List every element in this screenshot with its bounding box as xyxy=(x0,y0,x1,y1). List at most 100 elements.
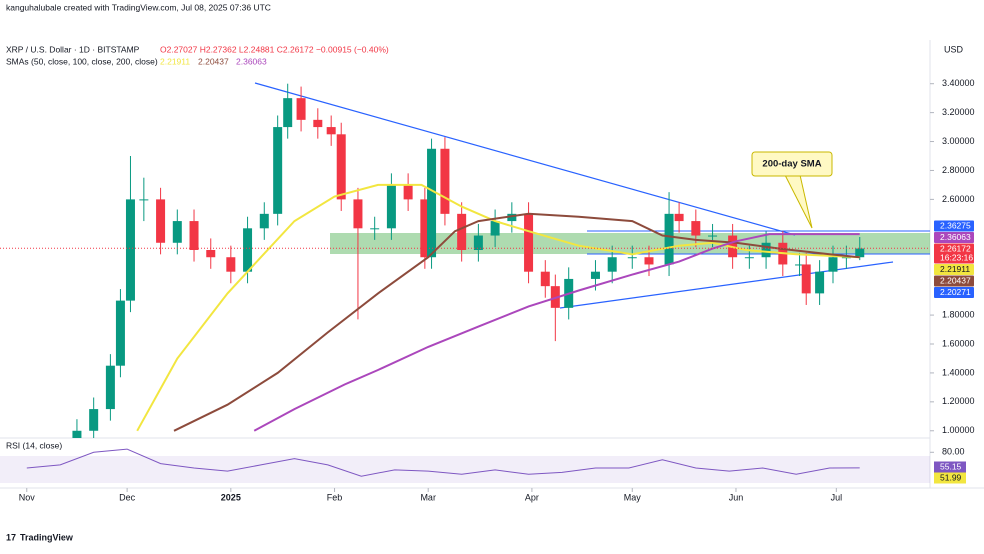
legend-value: 2.21911 xyxy=(160,56,190,66)
candle-body xyxy=(627,257,637,259)
line xyxy=(253,233,860,432)
price-label: 2.20271 xyxy=(940,287,971,297)
candle-body xyxy=(115,300,125,366)
price-label-bg xyxy=(934,287,974,298)
candle-body xyxy=(841,257,851,259)
rsi-label-bg xyxy=(934,461,966,473)
candle-body xyxy=(801,264,811,294)
currency: USD xyxy=(944,44,964,54)
candle-body xyxy=(691,221,701,236)
candle-body xyxy=(674,213,684,222)
candle-body xyxy=(744,257,754,259)
candle-body xyxy=(427,148,437,258)
candle-body xyxy=(296,98,306,120)
candle-body xyxy=(326,127,336,135)
candle-body xyxy=(172,221,182,243)
x-tick-label: May xyxy=(624,492,642,502)
sma-title: SMAs (50, close, 100, close, 200, close) xyxy=(6,56,158,66)
price-label: 2.36275 xyxy=(940,220,971,230)
symbol-title: XRP / U.S. Dollar · 1D · BITSTAMP xyxy=(6,44,140,54)
candle-body xyxy=(259,213,269,229)
candle-body xyxy=(386,184,396,229)
candle-body xyxy=(403,184,413,200)
candle-body xyxy=(370,228,380,230)
candle-body xyxy=(189,221,199,250)
x-tick-label: Nov xyxy=(19,492,36,502)
legend-value: 2.20437 xyxy=(198,56,229,66)
x-tick-label: 2025 xyxy=(221,492,241,502)
candle-body xyxy=(644,257,654,265)
x-tick-label: Apr xyxy=(525,492,539,502)
candle-body xyxy=(855,248,865,258)
x-tick-label: Jun xyxy=(729,492,744,502)
x-tick-label: Mar xyxy=(420,492,436,502)
candle-body xyxy=(273,127,283,214)
x-tick-label: Feb xyxy=(327,492,343,502)
y-tick-label: 2.60000 xyxy=(942,194,975,204)
logo-mark: 17 xyxy=(6,532,16,542)
line xyxy=(173,212,860,432)
y-tick-label: 3.40000 xyxy=(942,78,975,88)
y-tick-label: 2.80000 xyxy=(942,165,975,175)
rsi-title: RSI (14, close) xyxy=(6,440,62,450)
price-label-bg xyxy=(934,232,974,243)
candle-body xyxy=(139,199,149,201)
candle-body xyxy=(156,199,166,243)
line xyxy=(26,448,860,477)
x-tick-label: Jul xyxy=(831,492,843,502)
candle-body xyxy=(353,199,363,229)
price-label: 2.26172 xyxy=(940,243,971,253)
y-tick-label: 1.80000 xyxy=(942,309,975,319)
price-label-bg xyxy=(934,220,974,232)
candle-body xyxy=(473,235,483,250)
candle-body xyxy=(226,257,236,272)
rsi-label: 55.15 xyxy=(940,461,962,471)
callout-text: 200-day SMA xyxy=(762,159,821,170)
candle-body xyxy=(457,213,467,250)
candle-body xyxy=(664,213,674,265)
rsi-plot xyxy=(0,448,930,483)
line xyxy=(136,183,860,432)
rsi-band xyxy=(0,456,930,483)
price-label-bg xyxy=(934,243,974,264)
candle-body xyxy=(440,148,450,214)
candle-body xyxy=(524,213,534,272)
plot xyxy=(0,83,930,438)
rsi-label: 51.99 xyxy=(940,472,962,482)
price-label-bg xyxy=(934,264,974,275)
candle-body xyxy=(490,221,500,236)
trendline xyxy=(254,82,796,236)
candle-body xyxy=(336,134,346,200)
candle-body xyxy=(206,250,216,258)
rsi-label-bg xyxy=(934,472,966,484)
candle-body xyxy=(72,430,82,438)
y-tick-label: 1.20000 xyxy=(942,396,975,406)
countdown: 16:23:16 xyxy=(940,252,973,262)
candle-body xyxy=(607,257,617,272)
candle-body xyxy=(815,271,825,294)
price-label: 2.21911 xyxy=(940,264,970,274)
ohlc: O2.27027 H2.27362 L2.24881 C2.26172 −0.0… xyxy=(160,44,389,54)
candle-body xyxy=(420,199,430,258)
y-tick-label: 1.60000 xyxy=(942,338,975,348)
candle-body xyxy=(795,264,805,266)
candle-body xyxy=(540,271,550,287)
candle-body xyxy=(761,242,771,258)
logo: TradingView xyxy=(20,532,74,542)
y-tick-label: 3.20000 xyxy=(942,107,975,117)
candle-body xyxy=(283,98,293,128)
trendline xyxy=(559,261,894,309)
price-label: 2.20437 xyxy=(940,275,971,285)
candle-body xyxy=(243,228,253,272)
candle-body xyxy=(590,271,600,279)
y-tick-label: 3.00000 xyxy=(942,136,975,146)
y-tick-label: 1.40000 xyxy=(942,367,975,377)
y-tick-label: 80.00 xyxy=(942,447,965,457)
candle-body xyxy=(125,199,135,301)
x-tick-label: Dec xyxy=(119,492,136,502)
credit: kanguhalubale created with TradingView.c… xyxy=(6,2,271,12)
support-zone xyxy=(330,233,930,254)
legend-value: 2.36063 xyxy=(236,56,267,66)
y-tick-label: 1.00000 xyxy=(942,425,975,435)
